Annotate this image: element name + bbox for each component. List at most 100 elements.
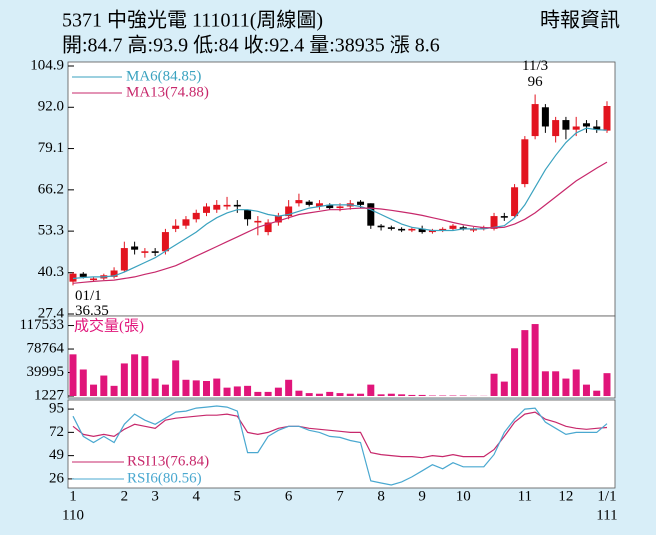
x-tick-label: 11 bbox=[518, 488, 532, 504]
y-tick-label: 66.2 bbox=[38, 181, 64, 197]
y-tick-label: 117533 bbox=[20, 317, 64, 333]
volume-bar bbox=[593, 390, 601, 396]
volume-bar bbox=[490, 373, 498, 396]
x-tick-label: 1 bbox=[69, 488, 77, 504]
candle-body bbox=[161, 232, 169, 252]
volume-bar bbox=[90, 384, 98, 396]
volume-bar bbox=[346, 393, 354, 396]
volume-bar bbox=[398, 394, 406, 396]
candle-body bbox=[244, 209, 252, 220]
volume-bar bbox=[223, 387, 231, 396]
candle-body bbox=[336, 206, 344, 209]
candle-body bbox=[326, 204, 334, 209]
volume-bar bbox=[110, 385, 118, 396]
y-tick-label: 1227 bbox=[34, 387, 65, 403]
y-tick-label: 53.3 bbox=[38, 223, 64, 239]
volume-bar bbox=[131, 354, 139, 396]
y-tick-label: 49 bbox=[49, 447, 64, 463]
volume-bar bbox=[141, 356, 149, 396]
volume-bar bbox=[336, 393, 344, 396]
x-year-label: 111 bbox=[596, 507, 617, 523]
candle-body bbox=[223, 204, 231, 207]
x-tick-label: 4 bbox=[192, 488, 200, 504]
candle-body bbox=[500, 216, 508, 218]
candle-body bbox=[264, 222, 272, 233]
candle-body bbox=[213, 204, 221, 210]
annotation: 36.35 bbox=[75, 303, 109, 319]
source: 時報資訊 bbox=[540, 9, 620, 32]
candle-body bbox=[305, 201, 313, 205]
volume-bar bbox=[305, 393, 313, 396]
volume-bar bbox=[387, 393, 395, 396]
candle-body bbox=[192, 212, 200, 220]
candle-body bbox=[357, 201, 365, 205]
volume-bar bbox=[203, 380, 210, 396]
volume-bar bbox=[562, 378, 570, 396]
x-tick-label: 5 bbox=[234, 488, 242, 504]
candle-body bbox=[490, 216, 498, 229]
x-tick-label: 8 bbox=[377, 488, 385, 504]
volume-bar bbox=[79, 369, 87, 396]
candle-body bbox=[459, 227, 467, 229]
volume-bar bbox=[172, 360, 180, 396]
candle-body bbox=[151, 251, 159, 253]
x-tick-label: 7 bbox=[336, 488, 344, 504]
candle-body bbox=[387, 227, 395, 229]
volume-bar bbox=[572, 369, 580, 396]
volume-bar bbox=[254, 391, 262, 396]
candle-body bbox=[172, 225, 180, 229]
legend-label: RSI6(80.56) bbox=[127, 470, 202, 486]
volume-bar bbox=[295, 390, 303, 396]
y-tick-label: 95 bbox=[49, 401, 64, 417]
x-tick-label: 3 bbox=[151, 488, 159, 504]
volume-bar bbox=[161, 384, 169, 396]
volume-bar bbox=[582, 384, 590, 396]
volume-bar bbox=[552, 371, 560, 396]
y-tick-label: 39995 bbox=[27, 364, 65, 380]
x-year-label: 110 bbox=[62, 507, 84, 523]
annotation: 11/3 bbox=[522, 58, 548, 74]
y-tick-label: 27.4 bbox=[38, 305, 65, 321]
volume-bar bbox=[192, 380, 200, 396]
volume-bar bbox=[244, 385, 252, 396]
volume-bar bbox=[151, 378, 159, 396]
candle-body bbox=[521, 139, 529, 185]
volume-bar bbox=[511, 348, 519, 396]
volume-bar bbox=[418, 394, 426, 396]
candle-body bbox=[572, 126, 580, 130]
volume-bar bbox=[315, 393, 323, 396]
candle-body bbox=[552, 120, 560, 137]
candle-body bbox=[377, 225, 385, 228]
candle-body bbox=[582, 123, 590, 127]
y-tick-label: 26 bbox=[49, 470, 65, 486]
annotation: 96 bbox=[528, 74, 544, 90]
candle-body bbox=[141, 251, 149, 253]
rsi-line bbox=[72, 405, 608, 486]
candle-body bbox=[110, 270, 118, 277]
x-tick-label: 10 bbox=[456, 488, 471, 504]
candle-body bbox=[541, 107, 549, 127]
candle-body bbox=[418, 228, 426, 233]
volume-bar bbox=[367, 384, 375, 396]
panel-title: 成交量(張) bbox=[74, 316, 144, 334]
volume-bar bbox=[521, 330, 529, 396]
x-tick-label: 6 bbox=[285, 488, 293, 504]
x-tick-label: 2 bbox=[121, 488, 129, 504]
candle-body bbox=[367, 203, 375, 226]
volume-bar bbox=[100, 375, 108, 396]
candle-body bbox=[182, 219, 190, 226]
candle-body bbox=[315, 203, 323, 207]
ma-line bbox=[72, 161, 608, 284]
volume-bar bbox=[264, 391, 272, 396]
volume-bar bbox=[357, 393, 365, 396]
candle-body bbox=[603, 106, 611, 131]
ma-line bbox=[72, 127, 608, 280]
candle-body bbox=[79, 273, 87, 277]
candle-body bbox=[131, 246, 139, 250]
candle-body bbox=[120, 248, 128, 271]
candle-body bbox=[398, 228, 406, 231]
candle-body bbox=[511, 187, 519, 217]
volume-bar bbox=[408, 394, 416, 396]
